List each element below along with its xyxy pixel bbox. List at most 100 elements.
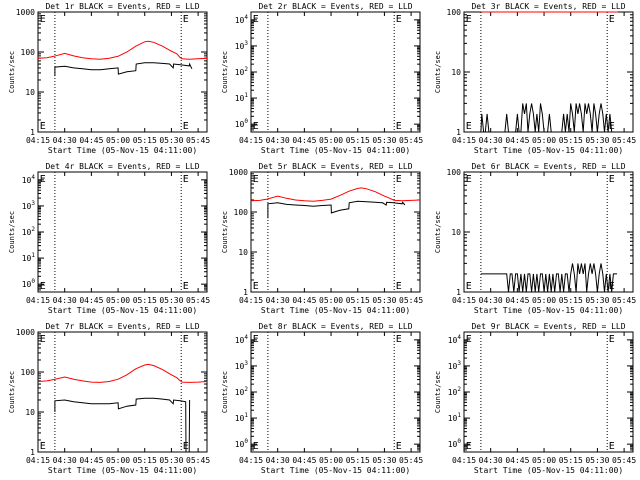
x-tick-label: 05:15 — [346, 456, 370, 465]
y-tick-label: 100 — [21, 48, 36, 57]
y-tick-label: 102 — [235, 386, 249, 397]
plot-frame — [250, 171, 421, 293]
e-marker: E — [609, 174, 615, 185]
x-tick-label: 04:45 — [505, 456, 529, 465]
x-axis-label: Start Time (05-Nov-15 04:11:00) — [261, 146, 410, 155]
x-axis-label: Start Time (05-Nov-15 04:11:00) — [48, 306, 197, 315]
x-tick-label: 05:00 — [319, 296, 343, 305]
x-tick-label: 04:15 — [452, 296, 476, 305]
x-tick-label: 05:45 — [612, 136, 636, 145]
x-axis-label: Start Time (05-Nov-15 04:11:00) — [261, 466, 410, 475]
e-marker: E — [253, 441, 259, 452]
x-tick-label: 05:45 — [186, 456, 210, 465]
x-tick-label: 04:15 — [26, 136, 50, 145]
series-line-lld — [37, 40, 208, 60]
series-line-events — [267, 200, 406, 219]
y-tick-label: 102 — [448, 386, 462, 397]
x-tick-label: 04:30 — [53, 456, 77, 465]
x-axis-label: Start Time (05-Nov-15 04:11:00) — [48, 146, 197, 155]
e-marker: E — [183, 281, 189, 292]
e-marker: E — [466, 121, 472, 132]
y-tick-label: 100 — [448, 438, 462, 449]
x-tick-label: 05:00 — [106, 296, 130, 305]
x-tick-label: 05:45 — [186, 136, 210, 145]
e-marker: E — [396, 281, 402, 292]
e-marker: E — [183, 334, 189, 345]
e-marker: E — [253, 334, 259, 345]
x-tick-label: 04:45 — [292, 136, 316, 145]
x-tick-label: 05:45 — [399, 456, 423, 465]
e-marker: E — [40, 281, 46, 292]
e-marker: E — [40, 121, 46, 132]
y-tick-label: 1 — [456, 288, 461, 297]
x-axis-label: Start Time (05-Nov-15 04:11:00) — [48, 466, 197, 475]
e-marker: E — [183, 14, 189, 25]
y-axis-label: Counts/sec — [434, 51, 442, 93]
e-marker: E — [40, 334, 46, 345]
x-tick-label: 05:15 — [346, 136, 370, 145]
y-axis-label: Counts/sec — [8, 51, 16, 93]
e-marker: E — [253, 174, 259, 185]
e-marker: E — [253, 14, 259, 25]
e-marker: E — [396, 334, 402, 345]
e-marker: E — [396, 441, 402, 452]
e-marker: E — [466, 174, 472, 185]
x-tick-label: 05:00 — [319, 456, 343, 465]
panel-title: Det 2r BLACK = Events, RED = LLD — [258, 2, 412, 11]
y-tick-label: 100 — [447, 168, 462, 177]
y-tick-label: 100 — [235, 118, 249, 129]
e-marker: E — [396, 121, 402, 132]
x-tick-label: 05:00 — [106, 136, 130, 145]
e-marker: E — [396, 174, 402, 185]
e-marker: E — [466, 334, 472, 345]
y-tick-label: 101 — [22, 252, 36, 263]
series-line-lld — [37, 363, 208, 383]
y-tick-label: 102 — [235, 66, 249, 77]
x-tick-label: 05:45 — [399, 136, 423, 145]
y-tick-label: 102 — [22, 226, 36, 237]
y-tick-label: 103 — [22, 200, 36, 211]
x-tick-label: 04:30 — [479, 136, 503, 145]
x-tick-label: 05:30 — [585, 456, 609, 465]
plot-frame — [37, 331, 208, 453]
y-tick-label: 101 — [448, 412, 462, 423]
series-line-events — [54, 62, 193, 77]
panel-title: Det 3r BLACK = Events, RED = LLD — [471, 2, 625, 11]
x-tick-label: 05:30 — [372, 456, 396, 465]
series-line-lld — [250, 187, 421, 202]
x-tick-label: 05:30 — [159, 136, 183, 145]
y-tick-label: 104 — [448, 334, 462, 345]
x-tick-label: 05:30 — [585, 296, 609, 305]
y-tick-label: 1000 — [16, 328, 35, 337]
y-tick-label: 104 — [22, 174, 36, 185]
x-tick-label: 04:30 — [266, 296, 290, 305]
x-tick-label: 04:45 — [292, 456, 316, 465]
y-tick-label: 1 — [30, 128, 35, 137]
y-tick-label: 10 — [451, 68, 461, 77]
y-tick-label: 10 — [25, 88, 35, 97]
series-line-events — [54, 397, 191, 453]
x-axis-label: Start Time (05-Nov-15 04:11:00) — [261, 306, 410, 315]
x-tick-label: 05:45 — [612, 456, 636, 465]
x-tick-label: 05:30 — [585, 136, 609, 145]
x-tick-label: 04:15 — [239, 136, 263, 145]
panel-title: Det 1r BLACK = Events, RED = LLD — [45, 2, 199, 11]
y-tick-label: 101 — [235, 412, 249, 423]
y-axis-label: Counts/sec — [221, 371, 229, 413]
x-tick-label: 04:15 — [452, 456, 476, 465]
e-marker: E — [609, 14, 615, 25]
series-line-events — [480, 103, 617, 133]
x-tick-label: 05:00 — [532, 296, 556, 305]
y-tick-label: 1000 — [229, 168, 248, 177]
y-tick-label: 104 — [235, 334, 249, 345]
x-tick-label: 05:15 — [559, 136, 583, 145]
y-tick-label: 1000 — [16, 8, 35, 17]
x-tick-label: 04:15 — [239, 456, 263, 465]
